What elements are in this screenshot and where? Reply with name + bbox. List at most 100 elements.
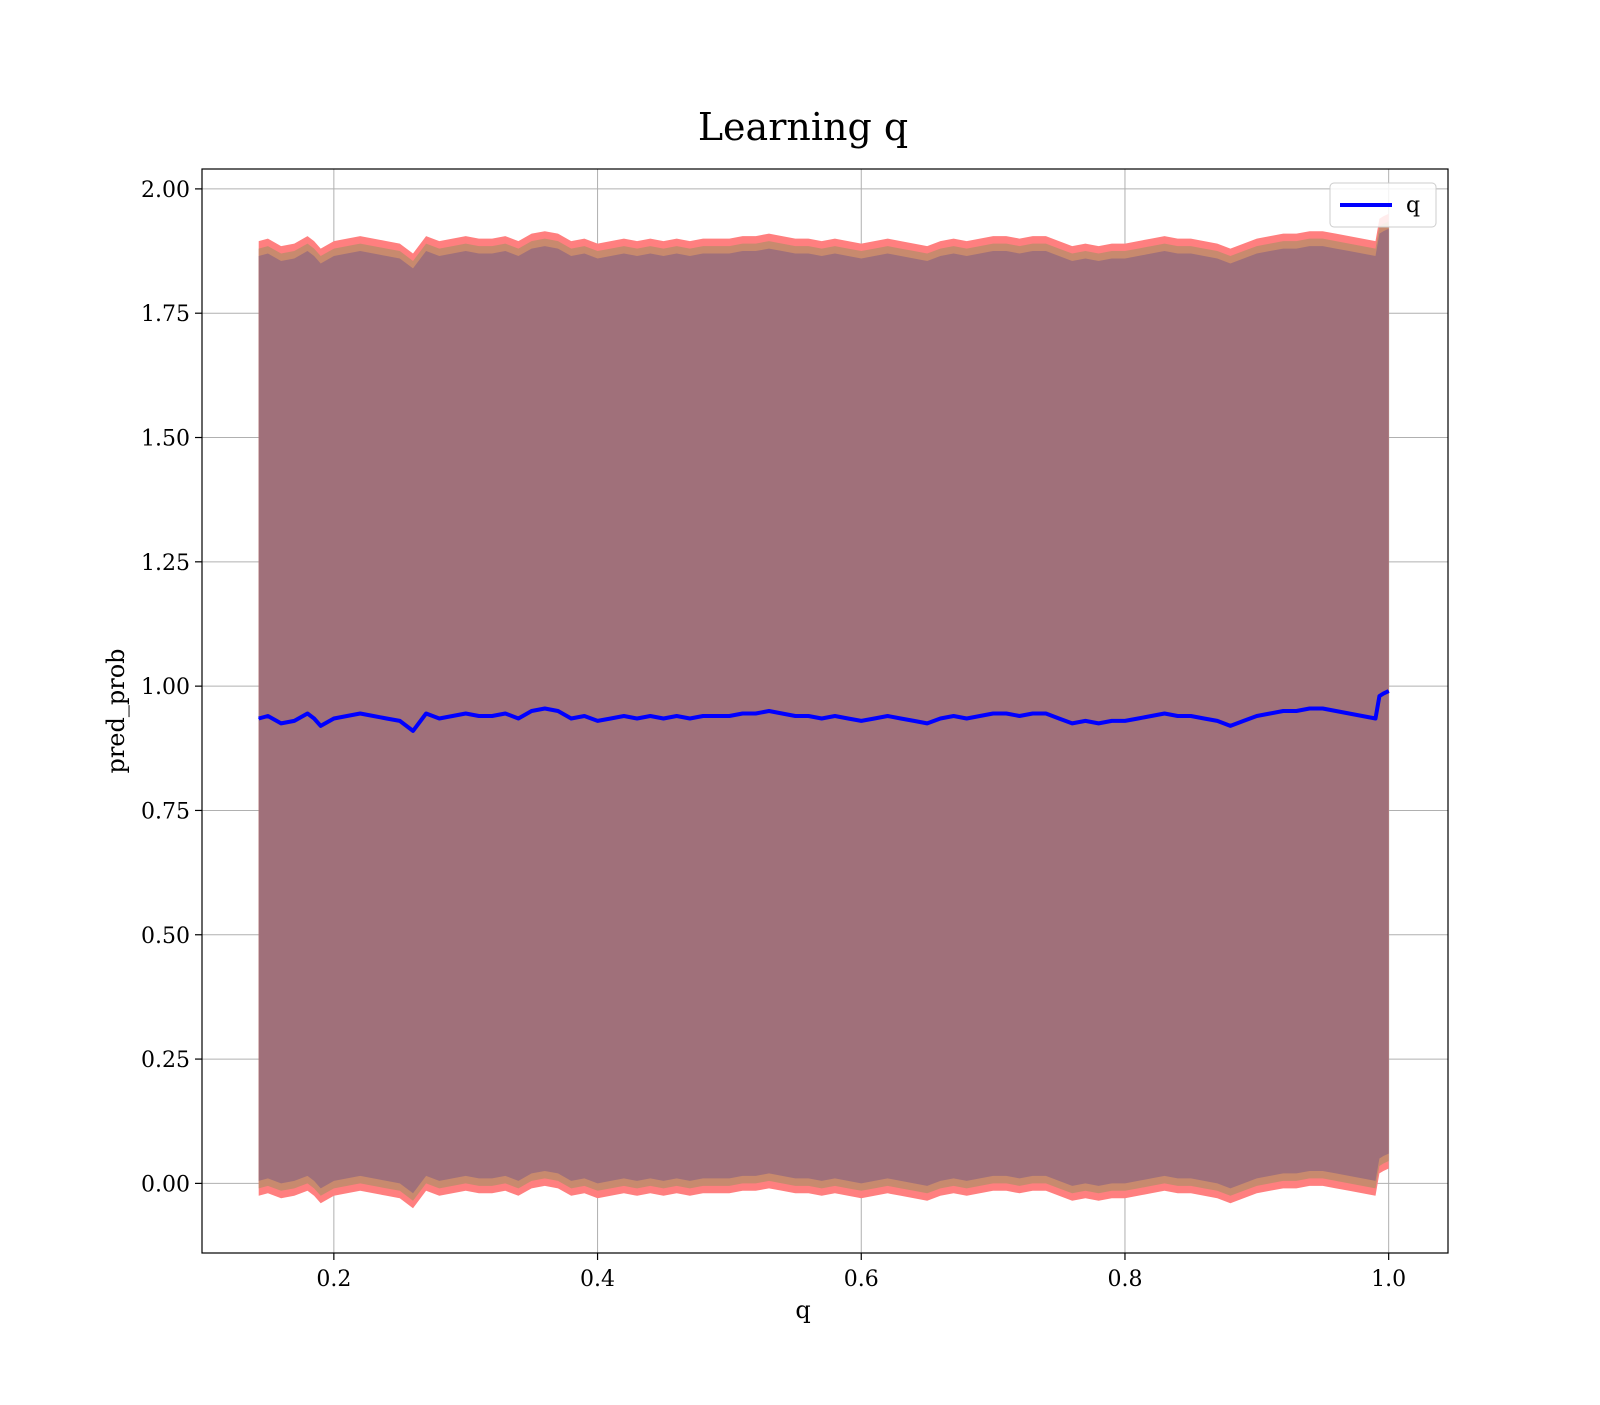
y-tick-label: 2.00 <box>141 178 190 203</box>
x-tick-label: 0.4 <box>580 1267 615 1292</box>
x-tick-label: 1.0 <box>1371 1267 1406 1292</box>
data-point <box>715 715 717 717</box>
data-point <box>583 715 585 717</box>
data-point <box>570 717 572 719</box>
data-point <box>1269 712 1271 714</box>
data-point <box>649 715 651 717</box>
data-point <box>372 715 374 717</box>
data-point <box>966 717 968 719</box>
legend-label-q: q <box>1406 193 1420 218</box>
data-point <box>544 708 546 710</box>
chart-title: Learning q <box>698 105 908 149</box>
data-point <box>953 715 955 717</box>
data-point <box>333 717 335 719</box>
data-point <box>794 715 796 717</box>
data-point <box>1071 722 1073 724</box>
data-point <box>623 715 625 717</box>
data-point <box>1335 710 1337 712</box>
y-tick-label: 1.00 <box>141 675 190 700</box>
data-point <box>491 715 493 717</box>
data-point <box>1190 715 1192 717</box>
data-point <box>742 712 744 714</box>
data-point <box>531 710 533 712</box>
data-point <box>1361 715 1363 717</box>
data-point <box>873 717 875 719</box>
data-point <box>465 712 467 714</box>
data-point <box>913 720 915 722</box>
data-point <box>1164 712 1166 714</box>
y-axis-label: pred_prob <box>102 648 130 773</box>
data-point <box>1005 712 1007 714</box>
data-point <box>1309 708 1311 710</box>
plot-frame <box>201 168 1449 1254</box>
data-point <box>425 712 427 714</box>
data-point <box>676 715 678 717</box>
data-point <box>359 712 361 714</box>
data-point <box>926 722 928 724</box>
data-point <box>781 712 783 714</box>
y-tick-label: 1.25 <box>141 551 190 576</box>
series-line-q <box>258 689 1390 733</box>
data-point <box>1098 722 1100 724</box>
y-tick-label: 0.00 <box>141 1172 190 1197</box>
data-point <box>386 717 388 719</box>
data-point <box>821 717 823 719</box>
data-point <box>979 715 981 717</box>
plot-area: 0.2 0.4 0.6 0.8 1.0 0.00 0.25 0.50 0.75 1.00 1.25 1… <box>141 168 1449 1292</box>
data-point <box>1124 720 1126 722</box>
data-point <box>1256 715 1258 717</box>
data-point <box>1084 720 1086 722</box>
data-point <box>1137 717 1139 719</box>
data-point <box>1378 695 1380 697</box>
data-point <box>900 717 902 719</box>
data-point <box>1018 715 1020 717</box>
data-point <box>755 712 757 714</box>
data-point <box>887 715 889 717</box>
data-point <box>939 717 941 719</box>
data-point <box>1111 720 1113 722</box>
data-point <box>258 717 260 719</box>
data-point <box>860 720 862 722</box>
data-point <box>1216 720 1218 722</box>
data-point <box>1322 708 1324 710</box>
data-point <box>320 725 322 727</box>
data-point <box>1032 712 1034 714</box>
data-point <box>1388 690 1390 692</box>
y-tick-label: 1.75 <box>141 302 190 327</box>
data-point <box>306 712 308 714</box>
data-point <box>517 717 519 719</box>
data-point <box>557 710 559 712</box>
data-point <box>597 720 599 722</box>
data-point <box>1382 693 1384 695</box>
y-tick-label: 0.75 <box>141 799 190 824</box>
data-point <box>1229 725 1231 727</box>
data-point <box>1045 712 1047 714</box>
data-point <box>610 717 612 719</box>
data-point <box>992 712 994 714</box>
data-point <box>504 712 506 714</box>
y-tick-label: 0.50 <box>141 924 190 949</box>
data-point <box>662 717 664 719</box>
data-point <box>636 717 638 719</box>
data-point <box>267 715 269 717</box>
data-point <box>808 715 810 717</box>
y-tick-label: 1.50 <box>141 427 190 452</box>
data-point <box>478 715 480 717</box>
data-point <box>1058 717 1060 719</box>
data-point <box>768 710 770 712</box>
x-tick-label: 0.2 <box>316 1267 351 1292</box>
data-point <box>689 717 691 719</box>
data-point <box>412 730 414 732</box>
data-point <box>1348 712 1350 714</box>
data-point <box>702 715 704 717</box>
data-point <box>399 720 401 722</box>
data-point <box>438 717 440 719</box>
x-axis-label: q <box>795 1296 810 1324</box>
data-point <box>728 715 730 717</box>
data-point <box>280 722 282 724</box>
data-point <box>313 717 315 719</box>
data-point <box>1243 720 1245 722</box>
y-tick-label: 0.25 <box>141 1048 190 1073</box>
